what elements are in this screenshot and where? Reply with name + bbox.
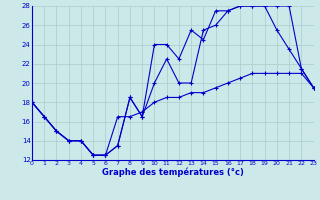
X-axis label: Graphe des températures (°c): Graphe des températures (°c) — [102, 168, 244, 177]
